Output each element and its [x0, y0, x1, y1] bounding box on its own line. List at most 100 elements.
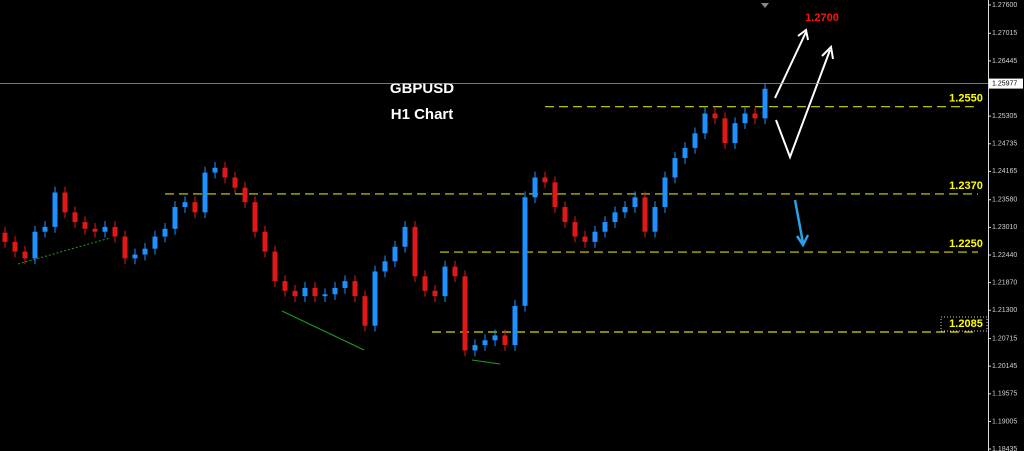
candle-body: [42, 226, 48, 232]
candle-body: [502, 335, 508, 346]
candle-body: [352, 281, 358, 297]
candle-body: [102, 226, 108, 232]
chart-title: GBPUSD: [390, 80, 454, 97]
candle-body: [292, 290, 298, 297]
y-tick-label: 1.23010: [992, 224, 1017, 231]
candle-body: [512, 305, 518, 346]
candle-body: [532, 177, 538, 198]
candle-body: [132, 254, 138, 259]
current-price-tag: [989, 78, 1023, 89]
candle-body: [402, 226, 408, 247]
candle-body: [602, 222, 608, 232]
arrow: [793, 199, 805, 244]
candle-body: [62, 192, 68, 213]
candle-body: [412, 226, 418, 277]
candle-body: [642, 197, 648, 232]
y-tick-label: 1.21300: [992, 307, 1017, 314]
candle-body: [242, 187, 248, 203]
candle-body: [222, 167, 228, 178]
candle-body: [282, 281, 288, 291]
y-tick-label: 1.25305: [992, 113, 1017, 120]
y-tick-label: 1.19005: [992, 418, 1017, 425]
candle-body: [72, 212, 78, 223]
candle-body: [732, 123, 738, 144]
y-tick-label: 1.20715: [992, 335, 1017, 342]
trendlines: [17, 237, 501, 365]
candle-body: [112, 226, 118, 237]
arrow-head: [797, 28, 809, 41]
candle-body: [552, 182, 558, 208]
candle-body: [52, 192, 58, 227]
level-label: 1.2250: [949, 238, 983, 250]
candle-body: [272, 251, 278, 282]
candle-body: [612, 212, 618, 223]
candle-body: [422, 276, 428, 291]
candle-body: [712, 113, 718, 119]
candle-body: [182, 202, 188, 208]
candle-body: [542, 177, 548, 183]
candle-body: [322, 294, 328, 297]
y-tick-label: 1.27015: [992, 30, 1017, 37]
candle-body: [452, 266, 458, 277]
candle-body: [152, 236, 158, 249]
candle-body: [312, 287, 318, 297]
candle-body: [742, 113, 748, 124]
candle-body: [752, 113, 758, 119]
candle-body: [172, 207, 178, 229]
candle-body: [632, 197, 638, 208]
candle-body: [392, 246, 398, 262]
y-tick-label: 1.22440: [992, 252, 1017, 259]
y-tick-label: 1.23580: [992, 197, 1017, 204]
arrow-head: [795, 234, 810, 248]
y-tick-label: 1.24165: [992, 168, 1017, 175]
down-arrow: [793, 199, 810, 248]
candle-body: [692, 133, 698, 148]
candle-body: [22, 251, 28, 259]
candle-body: [342, 281, 348, 288]
candle-body: [462, 276, 468, 351]
arrow: [775, 49, 831, 160]
trendline: [281, 310, 365, 351]
current-price-label: 1.25977: [992, 80, 1017, 87]
candle-body: [262, 231, 268, 252]
candle-body: [472, 345, 478, 351]
candle-body: [302, 287, 308, 297]
candle-body: [582, 236, 588, 242]
candle-body: [32, 231, 38, 259]
y-tick-label: 1.26445: [992, 58, 1017, 65]
candle-body: [202, 172, 208, 213]
candle-body: [12, 241, 18, 252]
y-tick-label: 1.18435: [992, 446, 1017, 451]
candle-body: [562, 207, 568, 223]
candle-body: [522, 197, 528, 306]
candle-body: [332, 287, 338, 295]
candle-body: [162, 228, 168, 237]
candle-body: [212, 167, 218, 173]
candle-body: [232, 177, 238, 188]
arrow-head: [821, 44, 834, 60]
candle-body: [592, 231, 598, 242]
level-label: 1.2085: [949, 318, 983, 330]
candle-body: [702, 113, 708, 134]
candle-body: [82, 222, 88, 229]
candle-body: [682, 147, 688, 159]
chart-shift-marker: [761, 3, 769, 8]
candle-body: [622, 207, 628, 213]
y-tick-label: 1.27600: [992, 2, 1017, 9]
candle-body: [762, 88, 768, 119]
candle-body: [92, 228, 98, 232]
candle-body: [362, 296, 368, 326]
candle-body: [122, 236, 128, 259]
trendline: [471, 359, 501, 365]
candle-body: [252, 202, 258, 232]
level-label: 1.2550: [949, 93, 983, 105]
candle-body: [672, 158, 678, 178]
candle-body: [382, 261, 388, 272]
candle-body: [492, 335, 498, 341]
y-tick-label: 1.21870: [992, 279, 1017, 286]
candle-body: [662, 177, 668, 208]
chart-subtitle: H1 Chart: [391, 106, 454, 123]
